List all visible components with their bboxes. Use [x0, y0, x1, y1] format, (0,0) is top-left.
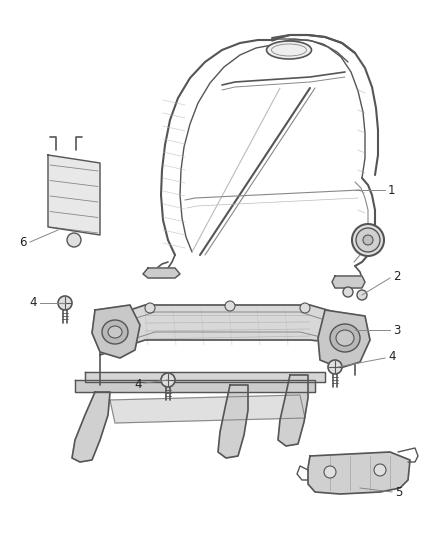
Text: 6: 6 [20, 237, 27, 249]
Ellipse shape [336, 330, 354, 346]
Polygon shape [85, 372, 325, 382]
Polygon shape [318, 310, 370, 368]
Ellipse shape [328, 360, 342, 374]
Ellipse shape [330, 324, 360, 352]
Text: 4: 4 [29, 296, 37, 310]
Ellipse shape [225, 301, 235, 311]
Ellipse shape [161, 373, 175, 387]
Ellipse shape [356, 228, 380, 252]
Ellipse shape [67, 233, 81, 247]
Polygon shape [143, 268, 180, 278]
Ellipse shape [324, 466, 336, 478]
Polygon shape [48, 155, 100, 235]
Ellipse shape [108, 326, 122, 338]
Ellipse shape [58, 296, 72, 310]
Text: 1: 1 [388, 183, 396, 197]
Text: 4: 4 [134, 377, 142, 391]
Ellipse shape [300, 303, 310, 313]
Polygon shape [278, 375, 308, 446]
Polygon shape [100, 305, 355, 355]
Ellipse shape [343, 287, 353, 297]
Ellipse shape [374, 464, 386, 476]
Polygon shape [332, 276, 365, 288]
Text: 5: 5 [395, 487, 403, 499]
Ellipse shape [363, 235, 373, 245]
Ellipse shape [352, 224, 384, 256]
Polygon shape [110, 395, 305, 423]
Polygon shape [75, 380, 315, 392]
Polygon shape [218, 385, 248, 458]
Polygon shape [308, 452, 410, 494]
Ellipse shape [102, 320, 128, 344]
Ellipse shape [357, 290, 367, 300]
Text: 3: 3 [393, 324, 400, 336]
Text: 2: 2 [393, 270, 400, 282]
Polygon shape [72, 392, 110, 462]
Ellipse shape [145, 303, 155, 313]
Text: 4: 4 [388, 351, 396, 364]
Ellipse shape [266, 41, 311, 59]
Polygon shape [92, 305, 140, 358]
